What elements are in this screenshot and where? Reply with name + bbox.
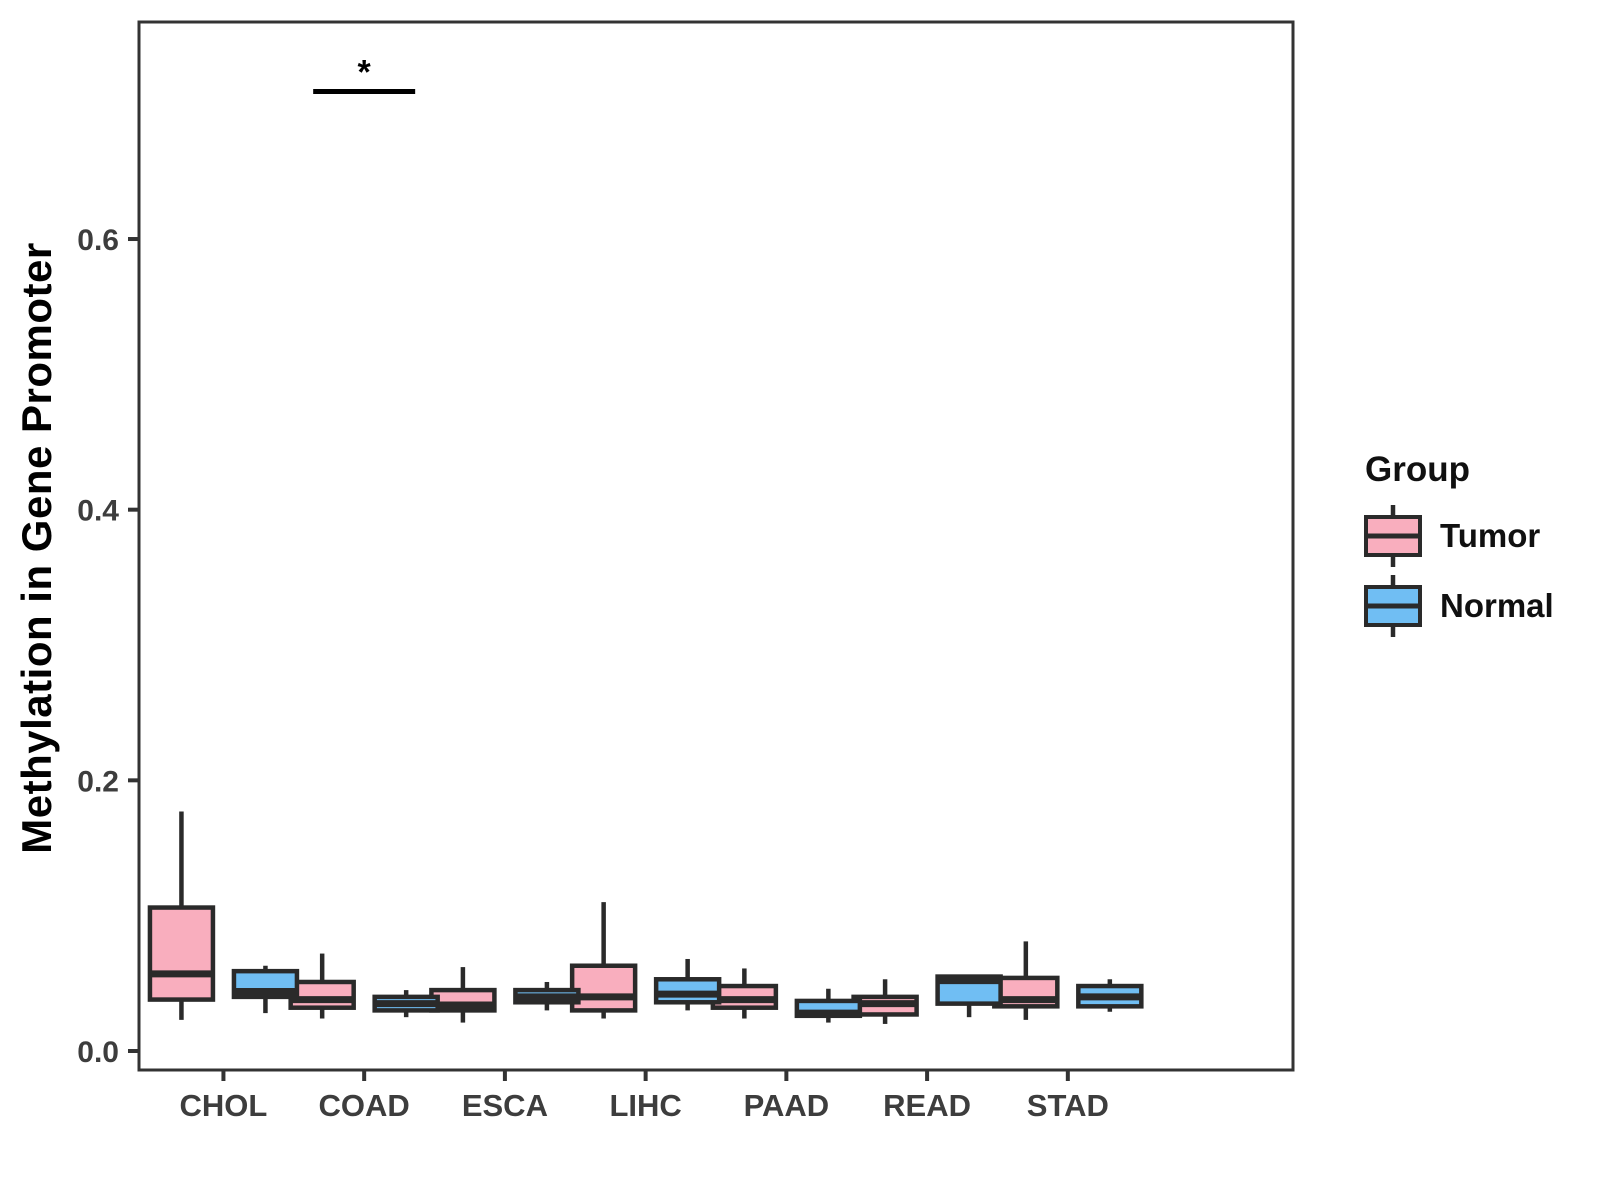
legend-label-tumor: Tumor — [1440, 517, 1541, 554]
box-tumor — [288, 979, 356, 1010]
legend-label-normal: Normal — [1440, 587, 1554, 624]
box-tumor — [147, 905, 216, 1002]
plot-frame — [137, 20, 1295, 1072]
x-category-label: READ — [883, 1088, 971, 1123]
y-tick-label: 0.0 — [77, 1036, 119, 1069]
box-tumor — [569, 963, 638, 1013]
tumor-boxplot-key-icon — [1364, 505, 1422, 567]
normal-boxplot-key-icon — [1364, 575, 1422, 637]
x-category-label: LIHC — [609, 1088, 681, 1123]
y-tick-label: 0.6 — [77, 224, 119, 257]
legend-title: Group — [1365, 450, 1470, 489]
x-category-label: STAD — [1027, 1088, 1109, 1123]
significance-star: * — [358, 54, 372, 92]
y-tick-label: 0.4 — [77, 495, 119, 528]
legend-item-normal: Normal — [1363, 574, 1554, 638]
legend: Group Tumor Normal — [1363, 450, 1554, 644]
legend-item-tumor: Tumor — [1363, 504, 1554, 568]
x-category-label: PAAD — [744, 1088, 830, 1123]
x-category-label: CHOL — [180, 1088, 268, 1123]
y-tick-label: 0.2 — [77, 765, 119, 798]
x-category-label: COAD — [319, 1088, 410, 1123]
x-category-label: ESCA — [462, 1088, 548, 1123]
